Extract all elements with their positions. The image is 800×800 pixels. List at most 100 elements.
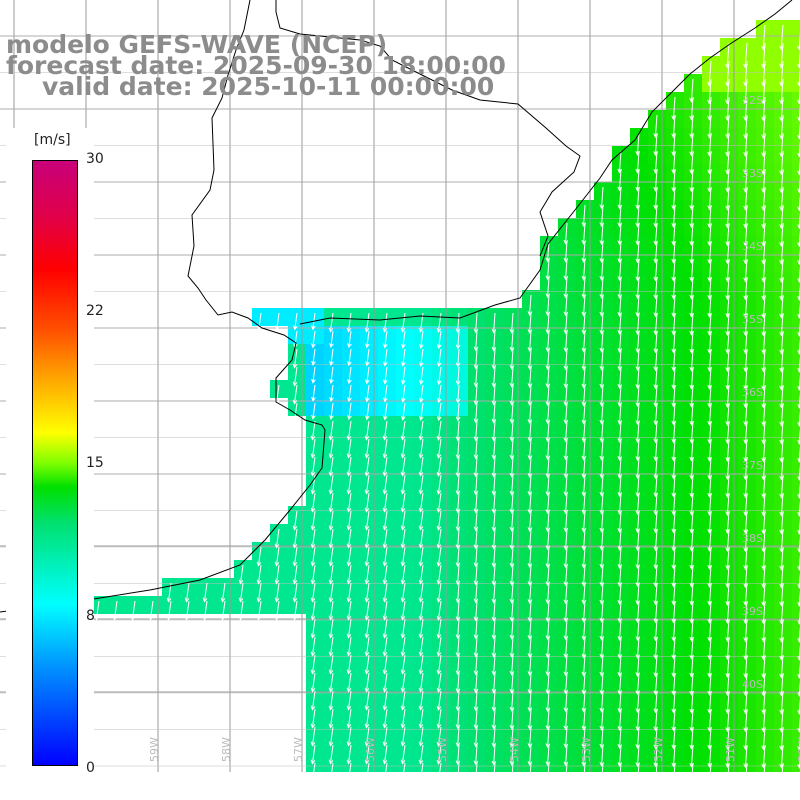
wind-arrow bbox=[382, 600, 388, 621]
wind-speed-cell bbox=[324, 434, 342, 452]
wind-arrow bbox=[491, 618, 497, 640]
wind-speed-cell bbox=[378, 344, 396, 362]
wind-arrow bbox=[545, 528, 551, 551]
wind-arrow bbox=[329, 348, 334, 366]
wind-arrow bbox=[274, 528, 280, 549]
wind-arrow bbox=[400, 636, 406, 657]
wind-arrow bbox=[491, 366, 497, 388]
wind-speed-cell bbox=[792, 92, 800, 110]
wind-speed-cell bbox=[396, 524, 414, 542]
wind-arrow bbox=[509, 546, 515, 568]
wind-speed-cell bbox=[792, 578, 800, 596]
wind-speed-cell bbox=[792, 38, 800, 56]
wind-speed-cell bbox=[792, 524, 800, 542]
wind-arrow bbox=[400, 600, 406, 621]
wind-arrow bbox=[491, 510, 497, 532]
wind-speed-cell bbox=[378, 704, 396, 722]
wind-speed-cell bbox=[792, 254, 800, 272]
wind-arrow bbox=[328, 582, 334, 603]
wind-speed-cell bbox=[306, 416, 324, 434]
wind-arrow bbox=[382, 636, 388, 657]
wind-arrow bbox=[274, 546, 280, 567]
wind-arrow bbox=[329, 366, 334, 384]
wind-speed-cell bbox=[342, 704, 360, 722]
wind-arrow bbox=[491, 348, 497, 370]
wind-arrow bbox=[310, 600, 316, 621]
wind-speed-cell bbox=[378, 560, 396, 578]
wind-speed-cell bbox=[144, 596, 162, 614]
wind-arrow bbox=[418, 672, 424, 693]
wind-arrow bbox=[346, 438, 352, 459]
wind-arrow bbox=[382, 438, 388, 459]
wind-speed-cell bbox=[324, 560, 342, 578]
wind-arrow bbox=[274, 600, 280, 621]
wind-speed-cell bbox=[792, 722, 800, 740]
wind-arrow bbox=[418, 636, 424, 657]
wind-arrow bbox=[473, 690, 479, 712]
wind-speed-cell bbox=[378, 452, 396, 470]
wind-speed-cell bbox=[414, 758, 432, 776]
wind-arrow bbox=[328, 672, 334, 693]
wind-arrow bbox=[527, 402, 533, 425]
wind-arrow bbox=[202, 582, 208, 603]
longitude-label: 54W bbox=[508, 737, 521, 762]
wind-arrow bbox=[418, 600, 424, 621]
wind-arrow bbox=[328, 420, 334, 441]
wind-arrow bbox=[473, 384, 479, 406]
wind-arrow bbox=[365, 366, 370, 385]
wind-arrow bbox=[491, 438, 497, 460]
wind-arrow bbox=[148, 600, 154, 621]
wind-speed-cell bbox=[432, 704, 450, 722]
wind-speed-cell bbox=[342, 416, 360, 434]
wind-arrow bbox=[238, 564, 244, 585]
wind-arrow bbox=[184, 600, 190, 621]
wind-arrow bbox=[509, 564, 515, 586]
latitude-label: 40S bbox=[742, 678, 763, 691]
wind-speed-field bbox=[54, 20, 800, 776]
colorbar-tick: 22 bbox=[86, 303, 104, 319]
wind-arrow bbox=[455, 510, 461, 532]
wind-speed-cell bbox=[396, 560, 414, 578]
wind-speed-cell bbox=[324, 722, 342, 740]
wind-arrow bbox=[310, 582, 316, 603]
wind-arrow bbox=[364, 600, 370, 621]
wind-speed-cell bbox=[414, 524, 432, 542]
wind-arrow bbox=[418, 420, 424, 441]
title-model: modelo GEFS-WAVE (NCEP) bbox=[6, 30, 388, 59]
wind-speed-cell bbox=[342, 560, 360, 578]
wind-speed-cell bbox=[432, 632, 450, 650]
wind-arrow bbox=[400, 690, 406, 711]
wind-arrow bbox=[455, 474, 461, 496]
wind-arrow bbox=[292, 384, 298, 405]
wind-speed-cell bbox=[252, 578, 270, 596]
wind-speed-cell bbox=[378, 308, 396, 326]
wind-arrow bbox=[473, 582, 479, 604]
wind-speed-cell bbox=[792, 290, 800, 308]
wind-arrow bbox=[418, 708, 424, 729]
wind-arrow bbox=[346, 690, 352, 711]
wind-speed-cell bbox=[270, 380, 288, 398]
wind-speed-cell bbox=[396, 740, 414, 758]
wind-arrow bbox=[473, 546, 479, 568]
wind-speed-cell bbox=[792, 398, 800, 416]
wind-speed-cell bbox=[180, 596, 198, 614]
latitude-label: 37S bbox=[742, 459, 763, 472]
wind-arrow bbox=[527, 582, 533, 605]
wind-arrow bbox=[509, 708, 515, 730]
wind-arrow bbox=[545, 384, 551, 407]
wind-speed-cell bbox=[792, 56, 800, 74]
wind-speed-cell bbox=[342, 380, 360, 398]
latitude-label: 33S bbox=[742, 167, 763, 180]
wind-arrow bbox=[455, 726, 461, 748]
latitude-label: 34S bbox=[742, 240, 763, 253]
wind-arrow bbox=[436, 690, 442, 711]
wind-arrow bbox=[311, 384, 316, 402]
wind-arrow bbox=[292, 510, 298, 531]
lat-lon-grid bbox=[0, 0, 800, 772]
wind-speed-cell bbox=[432, 380, 450, 398]
wind-speed-cell bbox=[324, 704, 342, 722]
wind-arrow bbox=[491, 474, 497, 496]
wind-arrow bbox=[509, 672, 515, 694]
wind-speed-cell bbox=[288, 344, 306, 362]
wind-arrow bbox=[328, 492, 334, 513]
